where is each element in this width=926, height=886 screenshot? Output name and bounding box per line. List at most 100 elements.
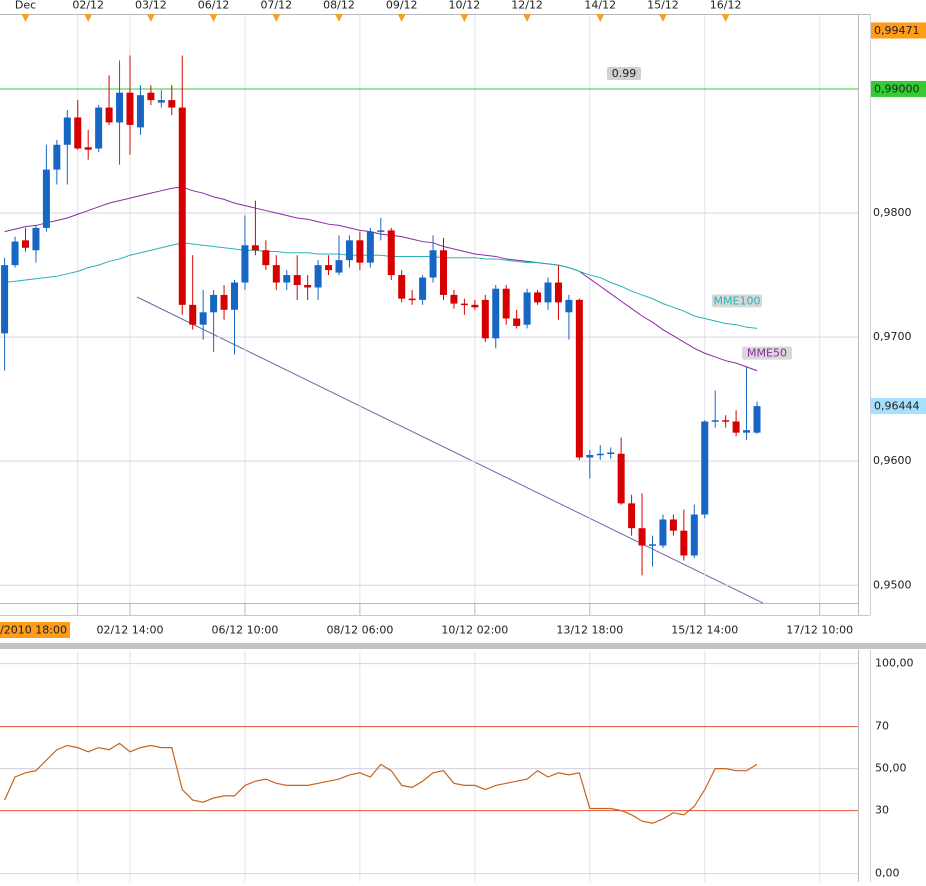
candle-body bbox=[168, 100, 176, 108]
candle-body bbox=[356, 240, 364, 263]
candle-body bbox=[408, 298, 416, 301]
candle-body bbox=[450, 294, 458, 304]
candle-body bbox=[95, 107, 103, 149]
candle-body bbox=[628, 503, 636, 529]
day-label: 07/12 bbox=[260, 0, 292, 12]
candle-body bbox=[147, 92, 155, 101]
candle-body bbox=[440, 250, 447, 295]
candle-body bbox=[649, 544, 656, 546]
candle-body bbox=[607, 452, 615, 454]
day-marker bbox=[21, 14, 30, 22]
price-label: 0,96444 bbox=[874, 400, 920, 413]
candle-body bbox=[554, 282, 562, 303]
x-tick-label: /2010 18:00 bbox=[0, 624, 67, 637]
candle-body bbox=[63, 117, 71, 145]
candle-body bbox=[105, 107, 113, 123]
day-marker bbox=[460, 14, 469, 22]
candle-body bbox=[502, 288, 510, 319]
x-tick-label: 17/12 10:00 bbox=[786, 624, 853, 637]
candle-body bbox=[304, 284, 312, 288]
candle-body bbox=[523, 292, 531, 325]
x-tick-label: 02/12 14:00 bbox=[97, 624, 164, 637]
candle-body bbox=[617, 453, 625, 504]
candle-body bbox=[74, 117, 82, 149]
candle-body bbox=[690, 514, 698, 556]
day-marker bbox=[658, 14, 667, 22]
candle-body bbox=[743, 430, 751, 433]
candle-body bbox=[701, 421, 709, 515]
x-tick-label: 13/12 18:00 bbox=[556, 624, 623, 637]
candle-body bbox=[419, 277, 427, 300]
candle-body bbox=[722, 420, 730, 422]
y-tick-label: 30 bbox=[875, 804, 889, 817]
candle-body bbox=[116, 92, 124, 123]
candle-body bbox=[126, 92, 134, 125]
candle-body bbox=[32, 227, 40, 251]
candle-body bbox=[262, 250, 270, 266]
candle-body bbox=[53, 144, 61, 170]
panel-separator bbox=[0, 643, 926, 649]
series-label: MME100 bbox=[714, 294, 761, 307]
current-time-box bbox=[0, 622, 70, 638]
y-tick-label: 100,00 bbox=[875, 657, 914, 670]
candle-body bbox=[178, 107, 186, 305]
candle-body bbox=[314, 265, 322, 288]
day-marker bbox=[397, 14, 406, 22]
day-label: 12/12 bbox=[511, 0, 543, 12]
moving-average bbox=[4, 242, 758, 329]
candle-body bbox=[251, 245, 259, 251]
y-tick-label: 0,00 bbox=[875, 867, 900, 880]
day-marker bbox=[272, 14, 281, 22]
candle-body bbox=[189, 304, 197, 325]
day-marker bbox=[335, 14, 343, 22]
x-tick-label: 15/12 14:00 bbox=[671, 624, 738, 637]
price-label-box bbox=[871, 398, 926, 415]
candle-body bbox=[513, 318, 521, 326]
candle-body bbox=[659, 519, 667, 546]
y-tick-label: 70 bbox=[875, 720, 889, 733]
level-note: 0.99 bbox=[612, 67, 637, 80]
day-marker bbox=[84, 14, 93, 22]
candle-body bbox=[84, 147, 92, 150]
candle-body bbox=[210, 294, 218, 313]
candle-body bbox=[241, 245, 249, 283]
y-tick-label: 0,9600 bbox=[873, 454, 912, 467]
series-label-box bbox=[742, 346, 792, 360]
candle-body bbox=[1, 265, 9, 334]
day-marker bbox=[596, 14, 605, 22]
candle-body bbox=[293, 275, 301, 285]
candle-body bbox=[398, 275, 406, 299]
candle-body bbox=[565, 299, 573, 313]
candle-body bbox=[377, 230, 385, 232]
candle-body bbox=[345, 240, 353, 261]
candle-body bbox=[220, 294, 228, 310]
candle-body bbox=[460, 303, 468, 306]
candle-body bbox=[596, 453, 604, 456]
level-note-box bbox=[607, 66, 641, 80]
day-label: 08/12 bbox=[323, 0, 355, 12]
candle-body bbox=[157, 100, 165, 103]
candle-body bbox=[544, 282, 552, 303]
candle-body bbox=[11, 241, 19, 266]
candle-body bbox=[283, 275, 291, 283]
candle-body bbox=[680, 530, 688, 556]
series-label: MME50 bbox=[747, 347, 787, 360]
candle-body bbox=[231, 282, 238, 310]
candle-body bbox=[492, 288, 500, 339]
candle-body bbox=[669, 519, 677, 531]
day-label: 10/12 bbox=[449, 0, 481, 12]
x-tick-label: 10/12 02:00 bbox=[441, 624, 508, 637]
candle-body bbox=[387, 230, 395, 276]
candle-body bbox=[136, 95, 144, 128]
series-label-box bbox=[712, 294, 762, 308]
rsi-line bbox=[4, 742, 758, 824]
day-label: 16/12 bbox=[710, 0, 742, 12]
day-marker bbox=[209, 14, 218, 22]
candle-body bbox=[335, 260, 343, 273]
y-tick-label: 0,9500 bbox=[873, 578, 912, 591]
candle-body bbox=[586, 454, 594, 458]
day-marker bbox=[721, 14, 730, 22]
